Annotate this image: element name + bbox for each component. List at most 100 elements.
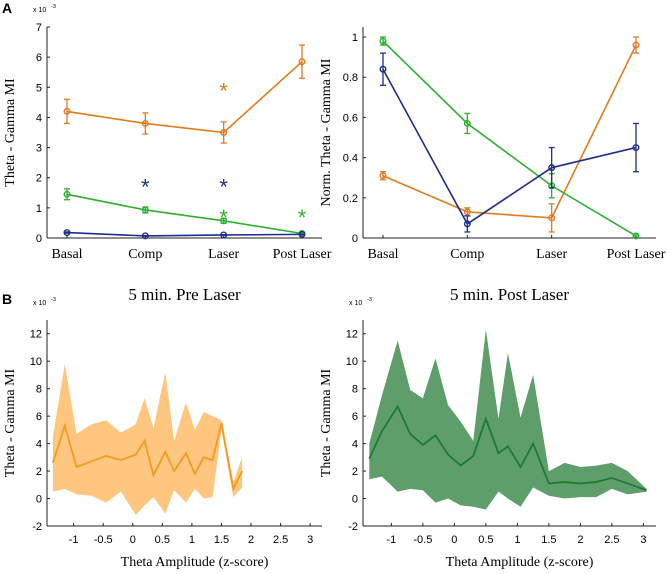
y-tick-label-a1: 7 — [36, 22, 42, 34]
y-multiplier-a1: x 10 — [33, 7, 46, 14]
x-tick-label-b2: 0 — [451, 534, 457, 546]
y-tick-label-a2: 1 — [352, 32, 358, 44]
x-tick-label-b2: 1.5 — [541, 534, 556, 546]
data-point-orange-a2 — [548, 214, 556, 222]
x-category-label-a2: Basal — [367, 247, 398, 262]
y-tick-label-b2: 0 — [352, 494, 358, 506]
y-tick-label-b1: 8 — [36, 384, 42, 396]
x-tick-label-b1: 0 — [130, 534, 136, 546]
mean-line-b2 — [368, 404, 647, 492]
series-line-orange-a2 — [382, 44, 637, 219]
y-tick-label-a1: 6 — [36, 52, 42, 64]
x-axis-label-b1: Theta Amplitude (z-score) — [121, 555, 269, 570]
confidence-band-b2 — [369, 329, 647, 510]
series-line-green-a1 — [66, 193, 303, 235]
x-axis-label-b2: Theta Amplitude (z-score) — [446, 555, 594, 570]
x-tick-label-b1: 1.5 — [214, 534, 229, 546]
data-point-green-a2 — [379, 37, 387, 45]
data-point-orange-a1 — [220, 128, 228, 136]
y-exponent-b1: -3 — [51, 297, 56, 303]
x-tick-label-b1: 2.5 — [273, 534, 288, 546]
y-tick-label-b1: 2 — [36, 466, 42, 478]
x-tick-label-b2: 2.5 — [604, 534, 619, 546]
x-category-label-a1: Post Laser — [273, 247, 332, 262]
y-tick-label-b2: 10 — [346, 356, 358, 368]
chart-title-b1: 5 min. Pre Laser — [128, 285, 241, 304]
data-point-blue-a2 — [379, 65, 387, 73]
x-tick-label-b2: -0.5 — [413, 534, 432, 546]
y-tick-label-a2: 0.8 — [343, 72, 358, 84]
y-tick-label-b1: 10 — [30, 356, 42, 368]
data-point-orange-a2 — [463, 208, 471, 216]
data-point-blue-a1 — [220, 231, 228, 239]
y-axis-label-b2: Theta - Gamma MI — [319, 368, 334, 477]
y-axis-label-a1: Theta - Gamma MI — [3, 78, 18, 187]
y-tick-label-a1: 4 — [36, 112, 42, 124]
series-line-green-a2 — [382, 40, 637, 237]
confidence-band-b1 — [52, 363, 243, 516]
significance-asterisk-a1: * — [141, 175, 150, 200]
x-tick-label-b2: -1 — [386, 534, 396, 546]
y-axis-label-a2: Norm. Theta - Gamma MI — [319, 58, 334, 206]
panel-label-b: B — [2, 291, 12, 307]
y-tick-label-b1: 0 — [36, 494, 42, 506]
data-point-orange-a2 — [379, 172, 387, 180]
x-tick-label-b1: 1 — [189, 534, 195, 546]
x-tick-label-b1: 3 — [307, 534, 313, 546]
x-category-label-a2: Post Laser — [607, 247, 666, 262]
data-point-blue-a2 — [548, 164, 556, 172]
data-point-orange-a1 — [141, 119, 149, 127]
y-tick-label-a1: 3 — [36, 143, 42, 155]
y-tick-label-b2: -2 — [348, 521, 358, 533]
y-tick-label-a1: 5 — [36, 82, 42, 94]
y-exponent-b2: -3 — [367, 297, 372, 303]
x-tick-label-b2: 3 — [640, 534, 646, 546]
x-category-label-a2: Laser — [536, 247, 567, 262]
y-exponent-a1: -3 — [51, 4, 56, 10]
x-tick-label-b2: 2 — [577, 534, 583, 546]
data-point-green-a1 — [220, 217, 228, 225]
y-tick-label-a2: 0.4 — [343, 153, 358, 165]
y-tick-label-a1: 1 — [36, 203, 42, 215]
y-tick-label-b1: 4 — [36, 439, 42, 451]
y-tick-label-a1: 2 — [36, 173, 42, 185]
x-tick-label-b1: 0.5 — [155, 534, 170, 546]
significance-asterisk-a1: * — [298, 205, 307, 230]
significance-asterisk-a1: * — [219, 175, 228, 200]
x-category-label-a1: Laser — [208, 247, 239, 262]
y-tick-label-a2: 0 — [352, 233, 358, 245]
y-axis-label-b1: Theta - Gamma MI — [3, 368, 18, 477]
data-point-green-a1 — [63, 190, 71, 198]
y-tick-label-b2: 8 — [352, 384, 358, 396]
data-point-green-a2 — [632, 232, 640, 240]
data-point-orange-a1 — [298, 58, 306, 66]
y-multiplier-b1: x 10 — [33, 300, 46, 307]
y-multiplier-b2: x 10 — [349, 300, 362, 307]
x-tick-label-b1: -0.5 — [94, 534, 113, 546]
x-category-label-a1: Comp — [128, 247, 162, 262]
x-tick-label-b1: -1 — [69, 534, 79, 546]
x-tick-label-b2: 0.5 — [478, 534, 493, 546]
mean-line-b1 — [52, 422, 243, 492]
y-tick-label-b2: 2 — [352, 466, 358, 478]
data-point-orange-a1 — [63, 107, 71, 115]
data-point-blue-a1 — [298, 230, 306, 238]
data-point-green-a1 — [141, 206, 149, 214]
significance-asterisk-a1: * — [219, 78, 228, 103]
series-line-blue-a1 — [66, 231, 303, 237]
chart-title-b2: 5 min. Post Laser — [450, 285, 569, 304]
significance-asterisk-a1: * — [219, 205, 228, 230]
data-point-blue-a2 — [463, 220, 471, 228]
y-tick-label-a2: 0.6 — [343, 112, 358, 124]
data-point-blue-a1 — [63, 229, 71, 237]
y-tick-label-a1: 0 — [36, 233, 42, 245]
data-point-blue-a2 — [632, 144, 640, 152]
y-tick-label-b1: 12 — [30, 329, 42, 341]
data-point-blue-a1 — [141, 232, 149, 240]
y-tick-label-b2: 6 — [352, 411, 358, 423]
x-tick-label-b1: 2 — [248, 534, 254, 546]
x-tick-label-b2: 1 — [514, 534, 520, 546]
panel-label-a: A — [2, 0, 12, 16]
